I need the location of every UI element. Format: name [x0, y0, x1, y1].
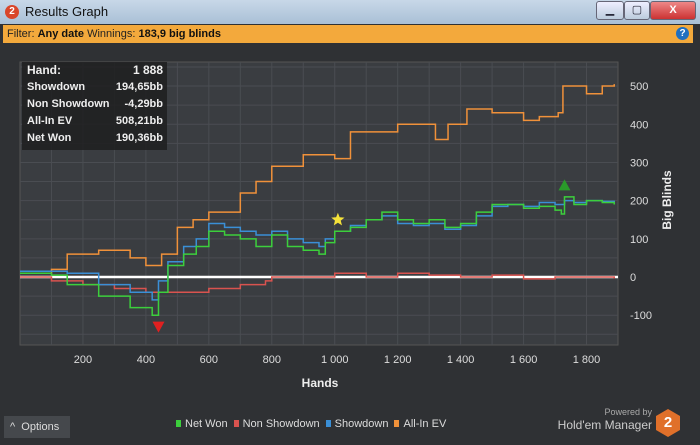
x-tick-label: 1 000: [321, 354, 349, 366]
y-tick-label: 400: [630, 119, 648, 131]
legend-label: All-In EV: [403, 418, 447, 430]
y-tick-label: 0: [630, 272, 636, 284]
filter-bar: Filter: Any date Winnings: 183,9 big bli…: [3, 25, 693, 43]
chevron-up-icon: ^: [10, 421, 16, 433]
maximize-button[interactable]: ▢: [624, 1, 650, 20]
legend-swatch: [325, 420, 331, 427]
y-tick-label: -100: [630, 310, 652, 322]
series-line-net-won: [20, 196, 615, 316]
legend-item[interactable]: Non Showdown: [233, 418, 320, 430]
info-key: All-In EV: [27, 115, 73, 127]
info-value: 194,65bb: [115, 81, 163, 93]
info-key: Hand:: [27, 63, 61, 77]
x-tick-label: 1 800: [573, 354, 601, 366]
minimize-button[interactable]: ▁: [596, 1, 624, 20]
legend-label: Showdown: [334, 418, 389, 430]
options-button[interactable]: ^ Options: [4, 416, 70, 438]
y-tick-label: 100: [630, 234, 648, 246]
winnings-label: Winnings:: [87, 28, 136, 40]
info-row: Non Showdown -4,29bb: [22, 96, 167, 113]
winnings-value: 183,9 big blinds: [138, 28, 221, 40]
x-axis-label: Hands: [302, 376, 339, 390]
star-marker: [331, 212, 345, 226]
x-tick-label: 1 600: [510, 354, 538, 366]
info-value: -4,29bb: [124, 98, 163, 110]
chart-legend: Net Won Non Showdown Showdown All-In EV: [176, 418, 446, 430]
legend-item[interactable]: Net Won: [176, 418, 228, 430]
info-row: Hand: 1 888: [22, 62, 167, 79]
series-line-all-in-ev: [20, 84, 615, 274]
y-tick-label: 300: [630, 157, 648, 169]
info-value: 508,21bb: [115, 115, 163, 127]
x-tick-label: 800: [263, 354, 281, 366]
info-row: Showdown 194,65bb: [22, 79, 167, 96]
legend-swatch: [233, 420, 239, 427]
x-tick-label: 600: [200, 354, 218, 366]
app-icon: 2: [5, 5, 19, 19]
up-triangle-marker: [558, 179, 571, 191]
series-line-non-showdown: [20, 272, 615, 294]
window-title: Results Graph: [25, 4, 109, 19]
info-value: 1 888: [132, 63, 163, 77]
info-row: All-In EV 508,21bb: [22, 113, 167, 130]
powered-by: Powered by: [604, 407, 652, 417]
x-tick-label: 400: [137, 354, 155, 366]
y-tick-label: 500: [630, 81, 648, 93]
legend-swatch: [394, 420, 400, 427]
x-tick-label: 1 200: [384, 354, 412, 366]
legend-label: Non Showdown: [242, 418, 320, 430]
info-key: Net Won: [27, 132, 72, 144]
help-icon[interactable]: ?: [676, 27, 689, 40]
info-row: Net Won 190,36bb: [22, 130, 167, 147]
legend-label: Net Won: [185, 418, 228, 430]
info-key: Non Showdown: [27, 98, 110, 110]
legend-item[interactable]: All-In EV: [394, 418, 446, 430]
filter-label: Filter:: [7, 28, 35, 40]
info-value: 190,36bb: [115, 132, 163, 144]
title-bar: 2 Results Graph ▁ ▢ X: [0, 0, 700, 24]
y-axis-label: Big Blinds: [660, 170, 674, 230]
brand-name: Hold'em Manager: [557, 418, 652, 432]
close-button[interactable]: X: [650, 1, 696, 20]
options-label: Options: [21, 421, 60, 433]
down-triangle-marker: [152, 321, 165, 333]
filter-date[interactable]: Any date: [37, 28, 85, 40]
x-tick-label: 200: [74, 354, 92, 366]
x-tick-label: 1 400: [447, 354, 475, 366]
legend-swatch: [176, 420, 181, 427]
y-tick-label: 200: [630, 196, 648, 208]
legend-item[interactable]: Showdown: [325, 418, 389, 430]
info-key: Showdown: [27, 81, 86, 93]
hand-info-panel: Hand: 1 888 Showdown 194,65bb Non Showdown -4…: [22, 62, 167, 150]
